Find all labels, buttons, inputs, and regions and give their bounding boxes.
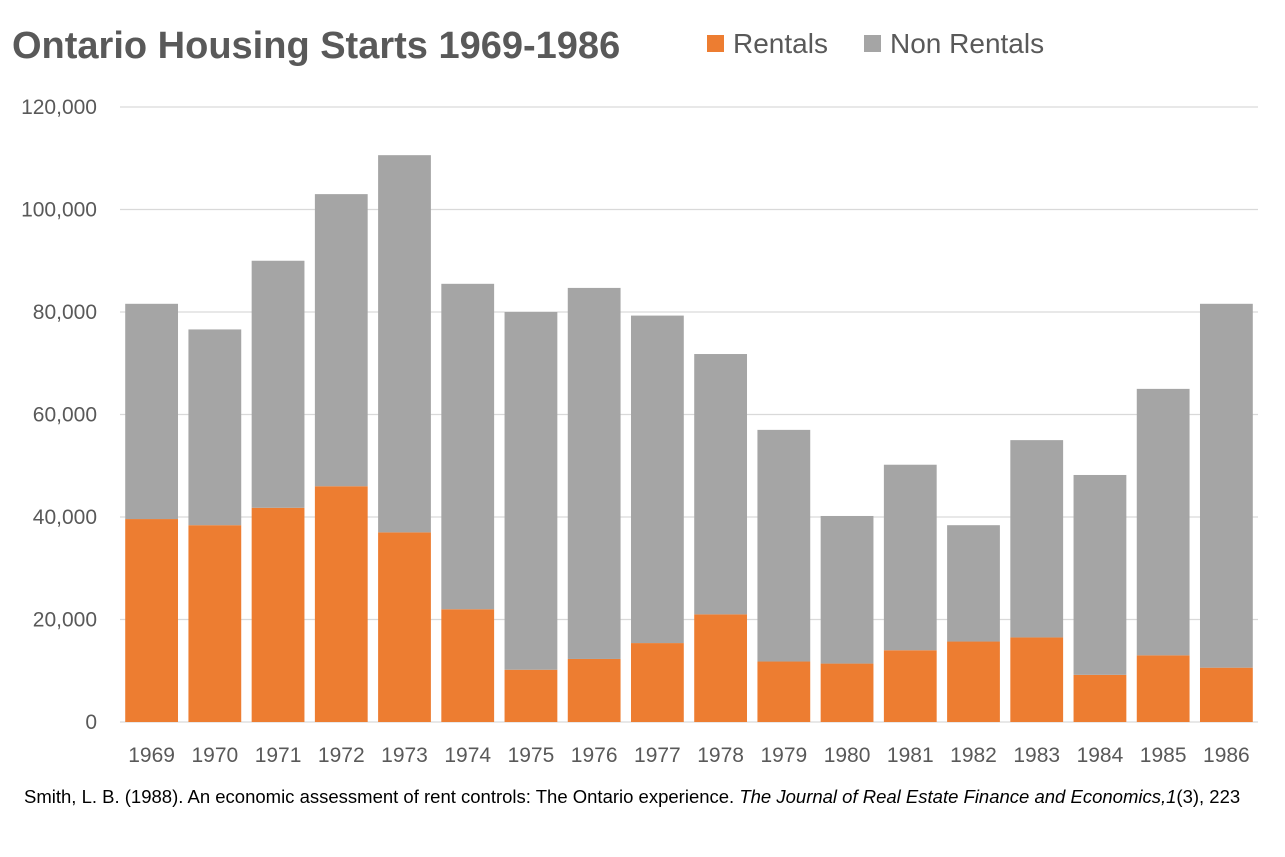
x-tick-label: 1985 xyxy=(1140,744,1187,767)
bar-non-rentals-1979 xyxy=(757,429,811,662)
bar-rentals-1978 xyxy=(694,614,748,722)
legend-swatch-rentals xyxy=(707,35,724,52)
y-tick-label: 60,000 xyxy=(33,404,97,427)
chart-title: Ontario Housing Starts 1969-1986 xyxy=(12,25,620,67)
legend: Rentals Non Rentals xyxy=(707,28,1044,59)
bar-rentals-1980 xyxy=(820,663,874,722)
x-axis-ticks: 1969 1970 1971 1972 1973 1974 1975 1976 1977 1978… xyxy=(128,744,1249,767)
y-tick-label: 80,000 xyxy=(33,301,97,324)
legend-swatch-non-rentals xyxy=(864,35,881,52)
bar-non-rentals-1977 xyxy=(630,315,684,644)
bar-rentals-1983 xyxy=(1010,637,1064,722)
bar-rentals-1976 xyxy=(567,658,621,722)
legend-label-non-rentals: Non Rentals xyxy=(890,28,1044,59)
bar-rentals-1979 xyxy=(757,661,811,722)
bar-non-rentals-1981 xyxy=(883,464,937,651)
gridlines xyxy=(120,106,1258,723)
bar-rentals-1977 xyxy=(630,643,684,722)
bar-rentals-1984 xyxy=(1073,674,1127,722)
bar-rentals-1971 xyxy=(251,507,305,722)
bar-rentals-1973 xyxy=(378,532,431,722)
bar-non-rentals-1969 xyxy=(125,303,179,520)
x-tick-label: 1981 xyxy=(887,744,934,767)
citation: Smith, L. B. (1988). An economic assessm… xyxy=(24,783,1244,810)
bar-non-rentals-1978 xyxy=(694,354,748,615)
bar-rentals-1969 xyxy=(125,519,179,722)
bar-rentals-1982 xyxy=(947,641,1000,722)
x-tick-label: 1983 xyxy=(1013,744,1060,767)
bar-non-rentals-1974 xyxy=(441,283,495,610)
x-tick-label: 1980 xyxy=(824,744,871,767)
bars xyxy=(125,155,1253,722)
x-tick-label: 1972 xyxy=(318,744,365,767)
x-tick-label: 1984 xyxy=(1077,744,1124,767)
bar-non-rentals-1980 xyxy=(820,515,874,664)
x-tick-label: 1969 xyxy=(128,744,175,767)
bar-rentals-1970 xyxy=(188,525,242,722)
x-tick-label: 1978 xyxy=(697,744,744,767)
x-tick-label: 1976 xyxy=(571,744,618,767)
y-tick-label: 100,000 xyxy=(21,199,97,222)
bar-non-rentals-1976 xyxy=(567,287,621,659)
x-tick-label: 1974 xyxy=(444,744,491,767)
y-tick-label: 0 xyxy=(85,711,97,734)
bar-rentals-1974 xyxy=(441,609,495,722)
y-tick-label: 120,000 xyxy=(21,96,97,119)
bar-non-rentals-1973 xyxy=(378,155,431,533)
citation-authors: Smith, L. B. (1988). An economic assessm… xyxy=(24,786,740,807)
bar-non-rentals-1972 xyxy=(314,194,368,487)
bar-non-rentals-1986 xyxy=(1199,303,1253,668)
bar-non-rentals-1983 xyxy=(1010,440,1064,638)
x-tick-label: 1979 xyxy=(760,744,807,767)
y-tick-label: 40,000 xyxy=(33,506,97,529)
y-axis-ticks: 0 20,000 40,000 60,000 80,000 100,000 120,000 xyxy=(21,96,97,734)
x-tick-label: 1977 xyxy=(634,744,681,767)
bar-rentals-1981 xyxy=(883,650,937,722)
x-tick-label: 1986 xyxy=(1203,744,1250,767)
bar-non-rentals-1985 xyxy=(1136,388,1190,656)
citation-volume: 1 xyxy=(1166,786,1177,807)
x-tick-label: 1982 xyxy=(950,744,997,767)
bar-non-rentals-1971 xyxy=(251,260,305,508)
x-tick-label: 1975 xyxy=(508,744,555,767)
bar-rentals-1985 xyxy=(1136,655,1190,722)
citation-issue-page: (3), 223 xyxy=(1176,786,1241,807)
bar-non-rentals-1975 xyxy=(504,312,558,670)
x-tick-label: 1971 xyxy=(255,744,302,767)
x-tick-label: 1973 xyxy=(381,744,428,767)
bar-non-rentals-1984 xyxy=(1073,474,1127,675)
bar-rentals-1986 xyxy=(1199,667,1253,722)
y-tick-label: 20,000 xyxy=(33,609,97,632)
bar-rentals-1972 xyxy=(314,486,368,722)
bar-non-rentals-1970 xyxy=(188,329,242,526)
citation-journal: The Journal of Real Estate Finance and E… xyxy=(739,786,1167,807)
x-tick-label: 1970 xyxy=(191,744,238,767)
legend-label-rentals: Rentals xyxy=(733,28,828,59)
bar-rentals-1975 xyxy=(504,669,558,722)
bar-non-rentals-1982 xyxy=(947,525,1000,642)
